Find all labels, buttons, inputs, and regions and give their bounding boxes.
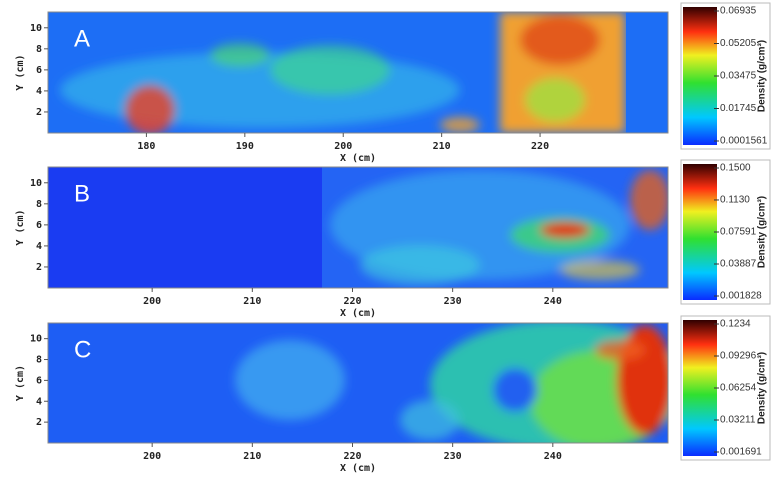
panel-label: A	[74, 25, 90, 52]
density-field	[48, 12, 668, 135]
colorbar-tick-label: 0.06935	[720, 6, 757, 17]
x-tick-label: 230	[444, 451, 462, 462]
colorbar-tick-label: 0.001691	[720, 447, 762, 458]
y-tick-label: 2	[36, 107, 42, 118]
y-tick-label: 10	[30, 334, 42, 345]
colorbar-tick-label: 0.09296	[720, 351, 757, 362]
y-tick-label: 4	[36, 86, 42, 97]
y-tick-label: 6	[36, 220, 42, 231]
x-tick-label: 200	[143, 296, 161, 307]
colorbar-tick-label: 0.1130	[720, 195, 750, 206]
panel-label: B	[74, 180, 90, 207]
y-tick-label: 4	[36, 241, 42, 252]
colorbar-tick-label: 0.001828	[720, 291, 762, 302]
colorbar	[683, 7, 717, 145]
figure: A180190200210220246810X (cm)Y (cm)0.0001…	[0, 0, 772, 483]
x-tick-label: 220	[343, 451, 361, 462]
colorbar	[683, 320, 717, 456]
x-axis-label: X (cm)	[340, 463, 376, 474]
x-axis-label: X (cm)	[340, 153, 376, 164]
colorbar-tick-label: 0.1500	[720, 163, 751, 174]
y-tick-label: 8	[36, 199, 42, 210]
colorbar-tick-label: 0.03887	[720, 259, 757, 270]
density-field	[48, 167, 670, 288]
x-tick-label: 200	[143, 451, 161, 462]
x-tick-label: 210	[243, 296, 261, 307]
x-tick-label: 220	[531, 141, 549, 152]
y-tick-label: 10	[30, 178, 42, 189]
colorbar-tick-label: 0.03475	[720, 71, 757, 82]
colorbar-tick-label: 0.1234	[720, 319, 751, 330]
y-tick-label: 8	[36, 44, 42, 55]
x-tick-label: 240	[544, 451, 562, 462]
x-tick-label: 210	[433, 141, 451, 152]
x-tick-label: 230	[444, 296, 462, 307]
colorbar-title: Density (g/cm³)	[757, 40, 768, 112]
x-tick-label: 240	[544, 296, 562, 307]
y-tick-label: 8	[36, 355, 42, 366]
colorbar	[683, 164, 717, 300]
y-axis-label: Y (cm)	[15, 54, 26, 90]
x-tick-label: 180	[137, 141, 155, 152]
colorbar-tick-label: 0.03211	[720, 415, 756, 426]
y-tick-label: 2	[36, 417, 42, 428]
colorbar-tick-label: 0.05205	[720, 38, 757, 49]
colorbar-tick-label: 0.07591	[720, 227, 757, 238]
x-tick-label: 190	[236, 141, 254, 152]
panel-label: C	[74, 336, 91, 363]
y-axis-label: Y (cm)	[15, 209, 26, 245]
colorbar-tick-label: 0.01745	[720, 103, 757, 114]
density-field	[48, 320, 690, 450]
colorbar-tick-label: 0.06254	[720, 383, 757, 394]
colorbar-tick-label: 0.0001561	[720, 136, 768, 147]
x-tick-label: 220	[343, 296, 361, 307]
colorbar-title: Density (g/cm³)	[757, 196, 768, 268]
x-tick-label: 200	[334, 141, 352, 152]
y-tick-label: 6	[36, 65, 42, 76]
y-tick-label: 6	[36, 375, 42, 386]
y-axis-label: Y (cm)	[15, 365, 26, 401]
x-tick-label: 210	[243, 451, 261, 462]
colorbar-title: Density (g/cm³)	[757, 352, 768, 424]
x-axis-label: X (cm)	[340, 308, 376, 319]
y-tick-label: 2	[36, 262, 42, 273]
y-tick-label: 4	[36, 396, 42, 407]
y-tick-label: 10	[30, 23, 42, 34]
